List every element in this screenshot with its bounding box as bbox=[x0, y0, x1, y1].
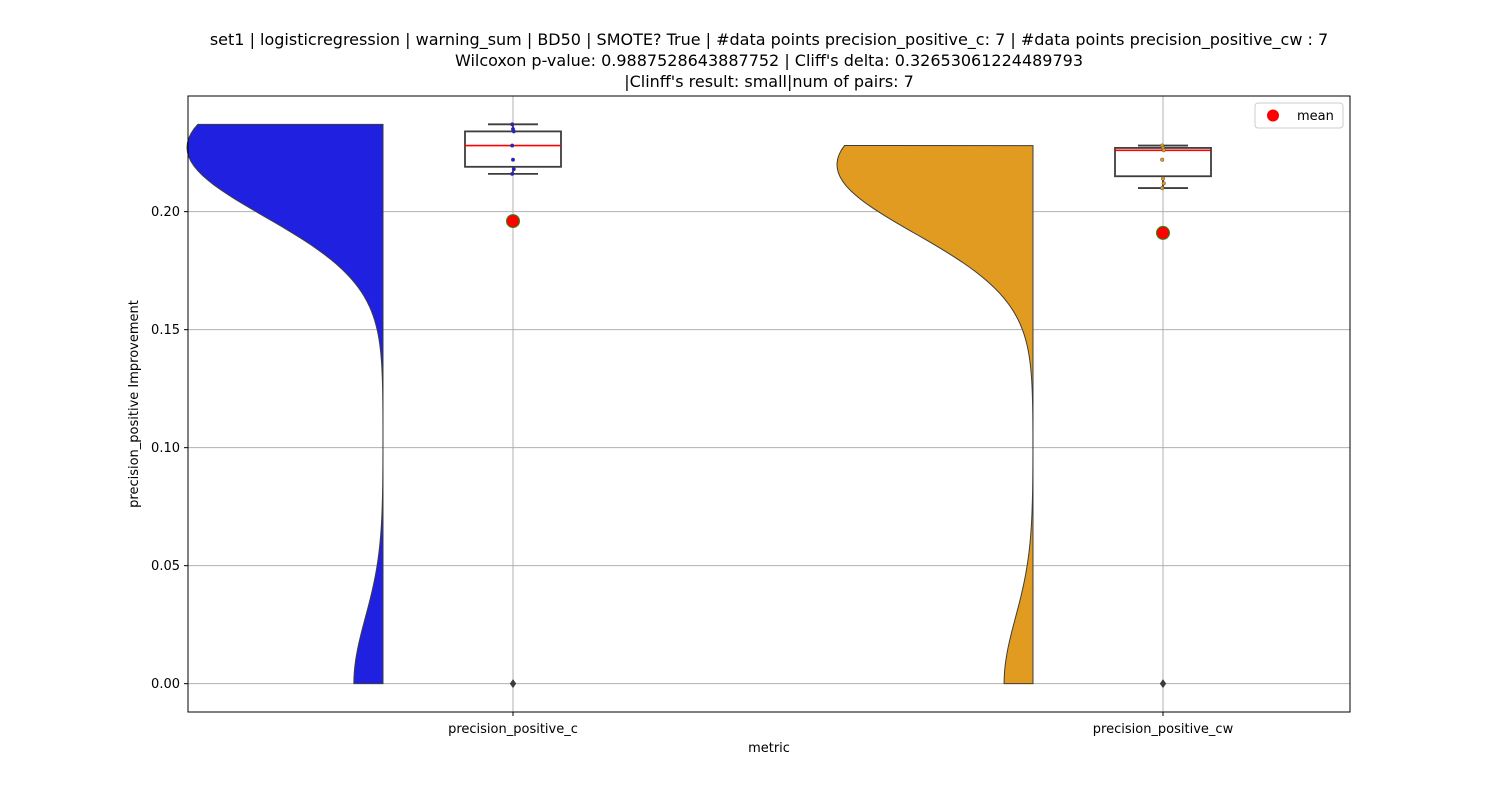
box-layer bbox=[464, 123, 1212, 689]
data-point bbox=[510, 122, 515, 127]
y-tick-label: 0.00 bbox=[151, 677, 180, 692]
legend-marker bbox=[1267, 109, 1279, 122]
box-iqr bbox=[1114, 147, 1212, 178]
data-point bbox=[1161, 148, 1166, 153]
data-point bbox=[1160, 157, 1165, 162]
data-point bbox=[1160, 176, 1165, 181]
x-tick-label: precision_positive_c bbox=[448, 722, 578, 737]
x-axis-label: metric bbox=[748, 741, 790, 756]
data-point bbox=[1160, 186, 1165, 191]
mean-marker bbox=[506, 214, 520, 229]
y-tick-label: 0.05 bbox=[151, 559, 180, 574]
title-line-1: set1 | logisticregression | warning_sum … bbox=[209, 30, 1329, 49]
chart-title: set1 | logisticregression | warning_sum … bbox=[0, 29, 1500, 92]
point-layer bbox=[510, 122, 1166, 191]
legend: mean bbox=[1254, 102, 1344, 129]
violin-precision_positive_cw bbox=[836, 145, 1034, 685]
title-line-3: |Clinff's result: small|num of pairs: 7 bbox=[624, 72, 914, 91]
data-point bbox=[510, 143, 515, 148]
violin-precision_positive_c bbox=[186, 123, 384, 685]
y-tick-label: 0.15 bbox=[151, 323, 180, 338]
data-point bbox=[1161, 181, 1166, 186]
data-point bbox=[510, 171, 515, 176]
data-point bbox=[511, 129, 516, 134]
y-tick-label: 0.20 bbox=[151, 205, 180, 220]
mean-layer bbox=[506, 214, 1170, 240]
title-line-2: Wilcoxon p-value: 0.9887528643887752 | C… bbox=[454, 51, 1084, 70]
violin-layer bbox=[186, 123, 1034, 685]
x-tick-label: precision_positive_cw bbox=[1093, 722, 1234, 737]
box-outlier bbox=[1159, 679, 1167, 689]
data-point bbox=[511, 167, 516, 172]
plot-frame bbox=[187, 95, 1351, 713]
y-tick-label: 0.10 bbox=[151, 441, 180, 456]
legend-label: mean bbox=[1297, 109, 1334, 124]
box-outlier bbox=[509, 679, 517, 689]
y-axis-label: precision_positive Improvement bbox=[127, 300, 142, 508]
mean-marker bbox=[1156, 225, 1170, 240]
axis-layer: 0.00 0.05 0.10 0.15 0.20 precision_positive_c… bbox=[151, 205, 1234, 737]
data-point bbox=[511, 157, 516, 162]
legend-box bbox=[1254, 102, 1344, 129]
